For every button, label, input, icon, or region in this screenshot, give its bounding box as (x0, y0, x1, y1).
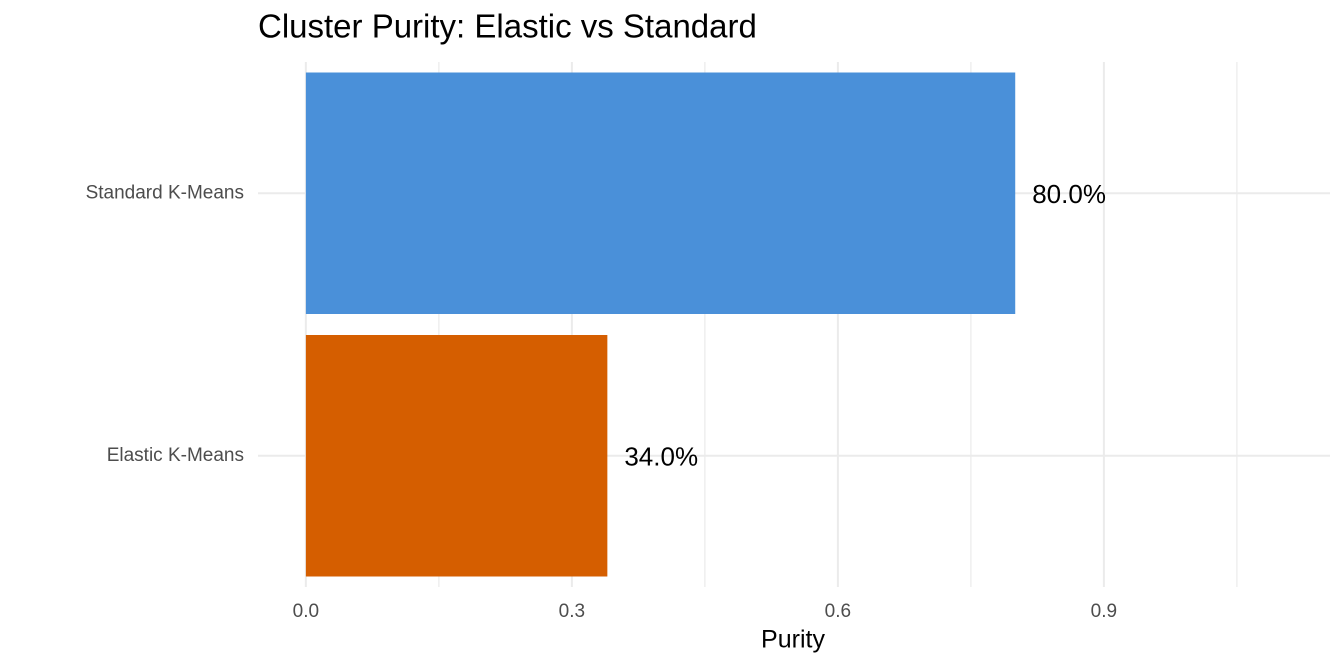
x-tick-label: 0.0 (293, 601, 319, 622)
value-label: 34.0% (624, 442, 698, 472)
x-axis-title: Purity (761, 626, 825, 654)
chart-title: Cluster Purity: Elastic vs Standard (258, 8, 757, 45)
value-label: 80.0% (1032, 179, 1106, 209)
x-tick-label: 0.3 (559, 601, 585, 622)
bar (305, 335, 608, 577)
bar (305, 72, 1016, 314)
y-tick-label: Standard K-Means (86, 182, 244, 203)
x-tick-label: 0.6 (825, 601, 851, 622)
y-tick-label: Elastic K-Means (107, 445, 244, 466)
x-tick-label: 0.9 (1091, 601, 1117, 622)
